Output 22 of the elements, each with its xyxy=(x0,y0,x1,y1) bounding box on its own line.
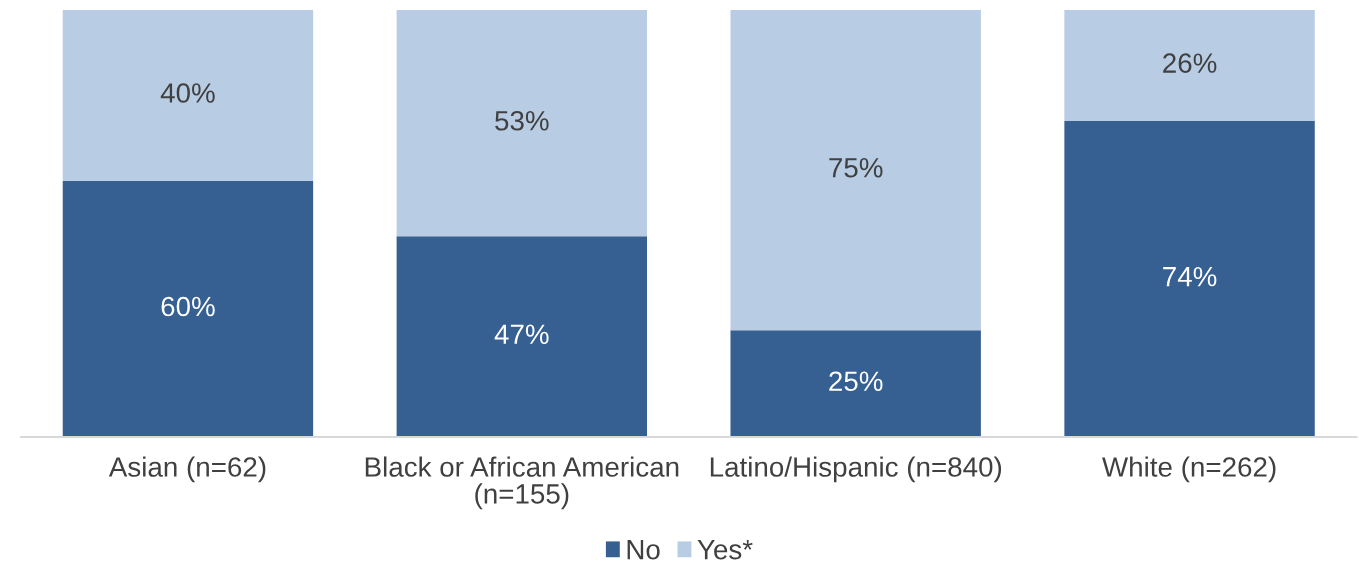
data-label: 60% xyxy=(161,296,215,317)
data-label: 53% xyxy=(495,110,549,131)
x-tick-label: White (n=262) xyxy=(1102,456,1276,483)
legend-label: Yes* xyxy=(697,540,753,560)
bar xyxy=(1064,121,1315,437)
data-label: 75% xyxy=(829,158,883,178)
data-label: 74% xyxy=(1163,266,1217,287)
data-label: 40% xyxy=(160,83,215,103)
bar xyxy=(730,10,981,331)
data-label: 47% xyxy=(494,324,549,344)
bar xyxy=(396,10,648,237)
x-tick-label: Asian (n=62) xyxy=(108,456,266,483)
legend-label: No xyxy=(627,540,660,560)
data-label: 25% xyxy=(829,371,883,392)
bar xyxy=(396,236,648,437)
bar xyxy=(730,330,981,437)
x-tick-label: Black or African American (n=155) xyxy=(365,456,679,510)
bar xyxy=(62,180,314,437)
data-label: 26% xyxy=(1163,53,1217,73)
bar xyxy=(62,10,314,181)
bar xyxy=(1064,10,1315,122)
x-tick-label: Latino/Hispanic (n=840) xyxy=(710,456,1002,483)
